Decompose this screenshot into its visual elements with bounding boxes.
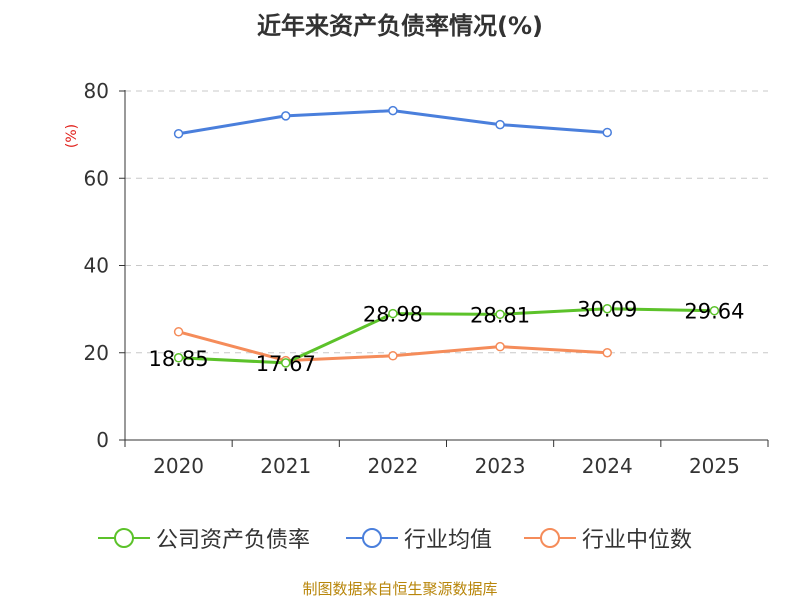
series-industry-mean-point [495, 119, 505, 130]
series-company-debt-ratio-point [602, 303, 612, 314]
series-industry-mean-point [173, 129, 184, 139]
y-tick-label: 80 [84, 79, 109, 103]
series-industry-mean-point [388, 105, 398, 116]
legend-label-industry-median: 行业中位数 [582, 528, 693, 553]
series-company-debt-ratio-point [281, 358, 291, 368]
data-label: 17.67 [256, 352, 316, 376]
series-industry-mean-point [281, 111, 291, 121]
x-tick-label: 2025 [689, 454, 740, 478]
series-company-debt-ratio-point [173, 353, 184, 363]
y-tick-label: 60 [84, 166, 109, 190]
legend-marker-industry-mean [346, 528, 398, 548]
legend-item-industry-median[interactable]: 行业中位数 [524, 520, 692, 556]
series-industry-median-point [495, 341, 505, 352]
data-label: 18.85 [149, 347, 209, 371]
data-label: 30.09 [577, 298, 637, 322]
series-company-debt-ratio-line [178, 307, 715, 365]
series-company-debt-ratio-point [495, 309, 505, 320]
legend-marker-industry-median [524, 528, 576, 548]
y-tick-label: 0 [96, 428, 109, 452]
legend-label-company: 公司资产负债率 [156, 528, 311, 553]
y-tick-label: 20 [84, 341, 109, 365]
x-tick-label: 2020 [153, 454, 204, 478]
series-industry-median-point [602, 348, 612, 358]
y-tick-label: 40 [84, 254, 109, 278]
legend: 公司资产负债率 行业均值 行业中位数 [0, 520, 800, 556]
data-label: 28.98 [363, 303, 423, 327]
x-tick-label: 2022 [367, 454, 418, 478]
series-industry-median-point [173, 327, 184, 337]
legend-item-industry-mean[interactable]: 行业均值 [346, 520, 492, 556]
data-label: 28.81 [470, 303, 530, 327]
legend-marker-company [98, 528, 150, 548]
x-tick-label: 2024 [582, 454, 633, 478]
series-industry-median-point [388, 351, 398, 361]
chart-title: 近年来资产负债率情况(%) [257, 12, 543, 40]
legend-label-industry-mean: 行业均值 [404, 528, 493, 553]
legend-item-company[interactable]: 公司资产负债率 [98, 520, 310, 556]
x-tick-label: 2023 [475, 454, 526, 478]
series-company-debt-ratio-point [709, 305, 720, 316]
series-industry-mean-point [602, 127, 612, 138]
data-source-note: 制图数据来自恒生聚源数据库 [302, 580, 498, 598]
data-label: 29.64 [684, 300, 744, 324]
x-tick-label: 2021 [260, 454, 311, 478]
series-company-debt-ratio-point [388, 308, 398, 319]
